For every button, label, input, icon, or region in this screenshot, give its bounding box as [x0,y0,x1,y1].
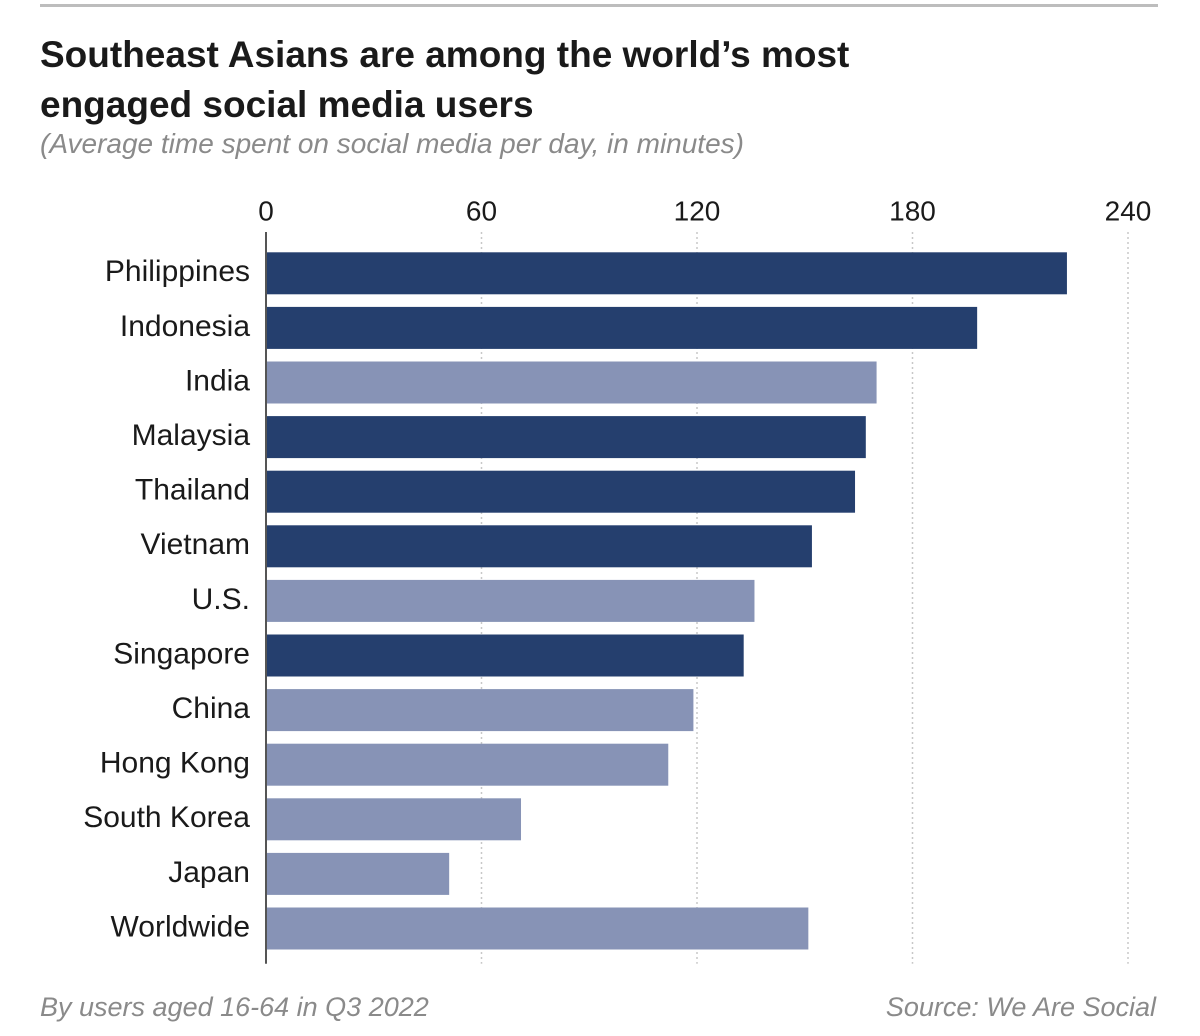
bar [266,689,694,732]
bar [266,416,866,459]
y-tick-label: India [185,364,250,397]
x-tick-label: 60 [466,195,497,226]
bar [266,525,812,568]
y-tick-label: Worldwide [111,910,251,943]
bar [266,361,877,404]
y-tick-label: Thailand [135,474,250,507]
footnote: By users aged 16-64 in Q3 2022 [40,992,429,1022]
x-tick-label: 180 [889,195,936,226]
y-tick-label: Hong Kong [100,747,250,780]
y-tick-label: Indonesia [120,310,250,343]
bar [266,798,522,841]
y-tick-label: Singapore [113,637,250,670]
bar [266,634,744,677]
chart-title: Southeast Asians are among the world’s m… [40,34,850,125]
bar [266,852,450,895]
y-tick-label: Japan [168,856,250,889]
y-tick-label: Philippines [105,255,250,288]
y-tick-label: U.S. [192,583,250,616]
y-tick-label: South Korea [83,801,250,834]
source: Source: We Are Social [885,992,1156,1022]
x-tick-label: 240 [1105,195,1152,226]
chart: 0 60 120 180 240 Philippines Indonesia India Mal… [83,195,1152,964]
x-tick-label: 0 [258,195,274,226]
x-tick-label: 120 [674,195,721,226]
bar [266,306,978,349]
top-rule [40,4,1158,7]
bar [266,907,809,950]
y-tick-label: Vietnam [140,528,250,561]
y-tick-label: China [172,692,251,725]
y-tick-label: Malaysia [132,419,251,452]
bar [266,579,755,622]
chart-subtitle: (Average time spent on social media per … [40,128,744,159]
bar [266,470,856,513]
bar [266,743,669,786]
bar [266,252,1067,295]
